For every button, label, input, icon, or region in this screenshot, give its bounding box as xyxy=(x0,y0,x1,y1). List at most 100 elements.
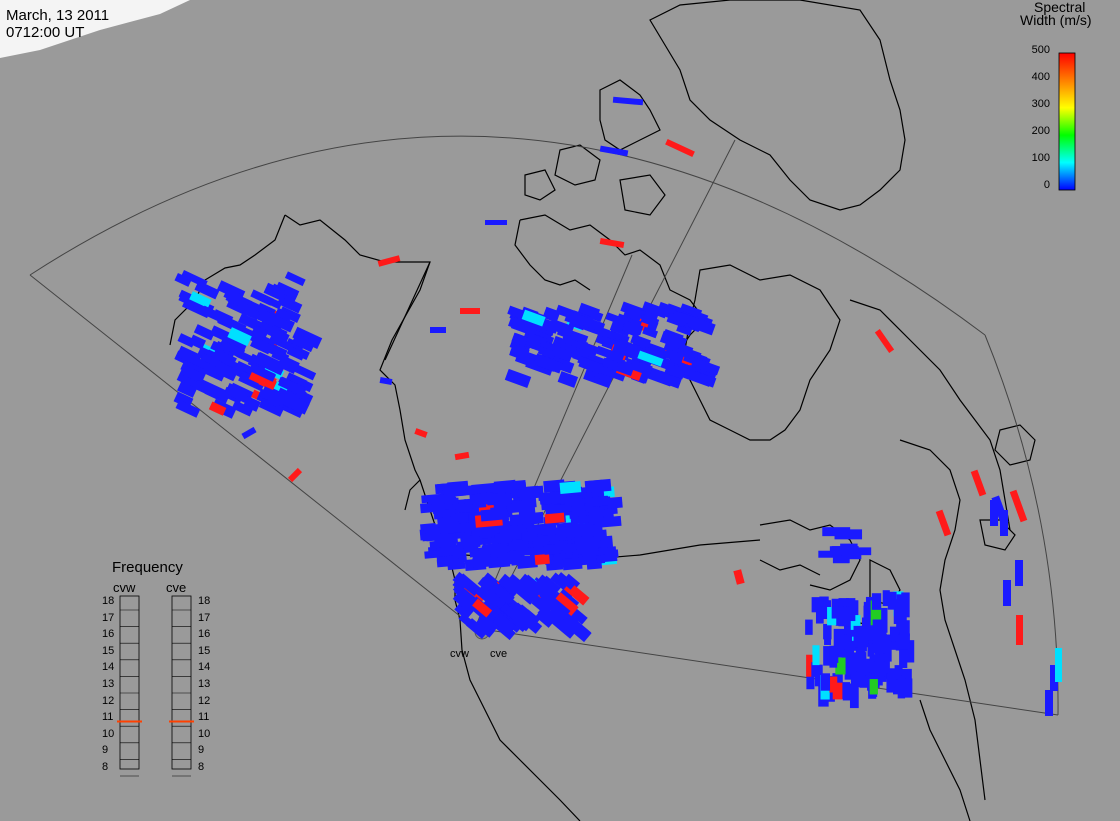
range-cell xyxy=(894,665,903,680)
range-cell xyxy=(291,332,316,353)
range-cell xyxy=(598,365,626,382)
range-cell xyxy=(859,672,870,688)
range-cell xyxy=(227,343,246,358)
range-cell xyxy=(642,326,659,339)
frequency-tick-right: 12 xyxy=(198,694,211,707)
range-cell xyxy=(534,553,550,565)
range-cell xyxy=(1003,580,1011,606)
range-cell xyxy=(838,606,849,627)
range-cell xyxy=(557,371,579,388)
range-cell xyxy=(844,621,855,637)
range-cell xyxy=(687,369,713,387)
range-cell xyxy=(535,609,555,628)
range-cell xyxy=(482,617,499,633)
range-cell xyxy=(889,626,901,642)
range-cell xyxy=(1045,690,1053,716)
range-cell xyxy=(691,357,721,376)
range-cell xyxy=(663,348,685,364)
range-cell xyxy=(679,303,703,318)
range-cell xyxy=(241,426,257,440)
range-cell xyxy=(616,359,636,377)
range-cell xyxy=(823,623,832,640)
range-cell xyxy=(895,599,907,622)
range-cell xyxy=(599,237,625,249)
range-cell xyxy=(436,545,465,557)
range-cell xyxy=(541,524,558,536)
range-cell xyxy=(454,600,474,620)
range-cell xyxy=(835,657,846,675)
range-cell xyxy=(806,654,815,677)
range-cell xyxy=(733,569,745,585)
daylight-terminator xyxy=(0,0,190,58)
frequency-tick-lines xyxy=(120,609,191,777)
range-cell xyxy=(832,682,843,700)
range-cell xyxy=(846,598,856,622)
range-cell xyxy=(274,307,293,322)
scatter-cells xyxy=(173,96,1062,716)
colorbar-tick: 200 xyxy=(1031,125,1050,137)
range-cell xyxy=(193,324,216,341)
colorbar-tick: 100 xyxy=(1031,152,1050,164)
range-cell xyxy=(277,356,299,374)
range-cell xyxy=(831,598,842,619)
frequency-title: Frequency xyxy=(112,559,183,576)
range-cell xyxy=(200,352,222,368)
range-cell xyxy=(823,646,832,666)
frequency-tick-right: 9 xyxy=(198,744,205,757)
range-cell xyxy=(442,533,459,545)
range-cell xyxy=(251,324,269,339)
range-cell xyxy=(562,557,583,571)
range-cell xyxy=(379,377,393,385)
range-cell xyxy=(540,341,570,361)
range-cell xyxy=(887,591,897,610)
range-cell xyxy=(185,353,208,369)
range-cell xyxy=(472,598,493,618)
range-cell xyxy=(263,282,286,301)
range-cell xyxy=(853,625,863,648)
range-cell xyxy=(509,344,530,362)
range-cell xyxy=(238,371,266,392)
range-cell xyxy=(181,365,205,383)
range-cell xyxy=(424,550,440,559)
range-cell xyxy=(874,661,885,677)
range-cell xyxy=(893,669,902,695)
colorbar-tick: 300 xyxy=(1031,98,1050,110)
range-cell xyxy=(849,652,860,675)
range-cell xyxy=(1050,665,1058,691)
range-cell xyxy=(430,327,446,333)
range-cell xyxy=(456,573,481,597)
range-cell xyxy=(180,270,208,288)
range-cell xyxy=(842,682,850,701)
range-cell xyxy=(559,481,582,494)
frequency-tick-left: 17 xyxy=(102,611,115,624)
range-cell xyxy=(284,271,306,287)
range-cell xyxy=(874,329,895,353)
range-cell xyxy=(869,679,878,695)
range-cell xyxy=(865,596,874,613)
range-cell xyxy=(581,546,599,557)
range-cell xyxy=(875,644,885,666)
range-cell xyxy=(665,138,695,158)
range-cell xyxy=(436,558,460,568)
range-cell xyxy=(859,628,869,648)
range-cell xyxy=(458,613,484,637)
range-cell xyxy=(504,368,532,388)
range-cell xyxy=(865,625,876,641)
range-cell xyxy=(870,600,882,626)
range-cell xyxy=(174,272,192,287)
range-cell xyxy=(827,607,837,626)
range-cell xyxy=(243,396,261,412)
range-cell xyxy=(546,596,571,620)
range-cell xyxy=(829,648,839,663)
range-cell xyxy=(250,336,273,355)
range-cell xyxy=(177,381,198,398)
range-cell xyxy=(829,546,854,556)
frequency-tick-left: 18 xyxy=(102,595,115,607)
range-cell xyxy=(494,531,522,542)
range-cell xyxy=(834,529,863,540)
range-cell xyxy=(510,317,538,337)
range-cell xyxy=(829,676,838,693)
frequency-tick-left: 16 xyxy=(102,628,115,641)
radar-label-cve: cve xyxy=(490,648,508,660)
